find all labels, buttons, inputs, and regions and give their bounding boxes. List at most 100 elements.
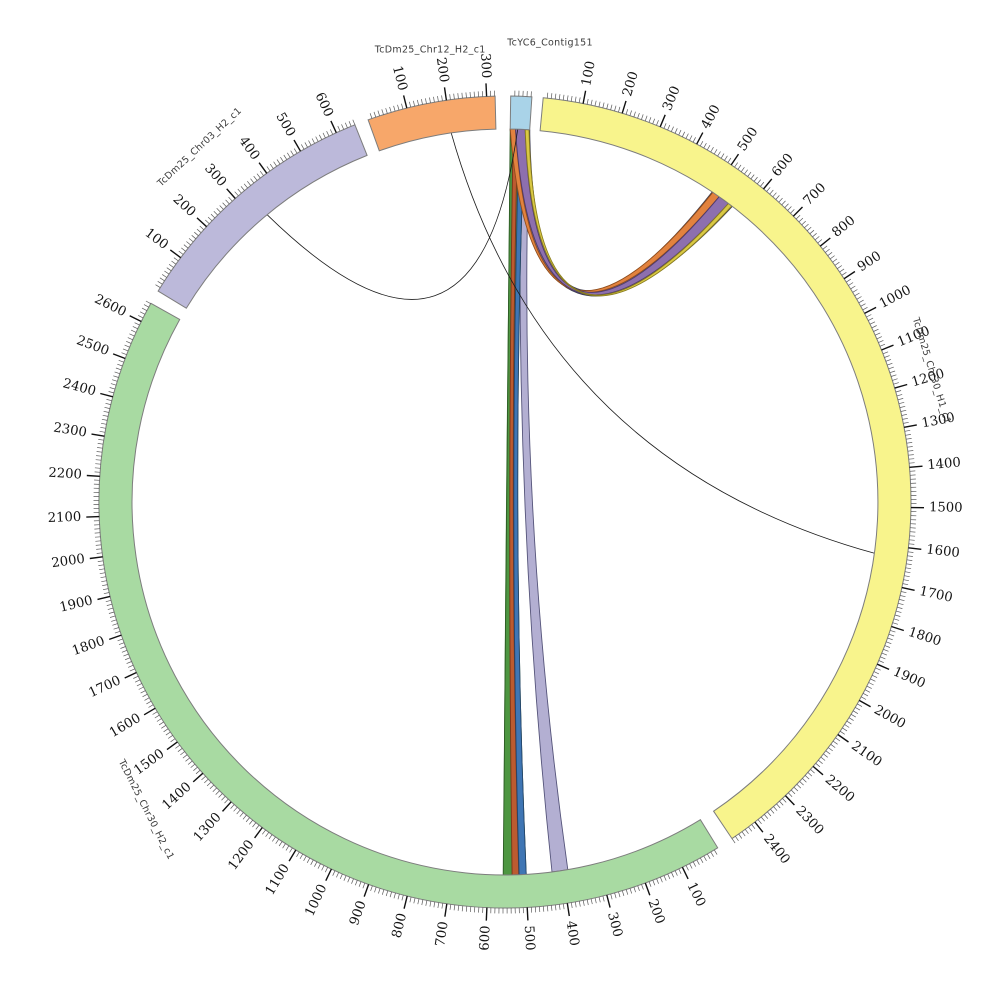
tick-label: 1000	[303, 882, 331, 919]
minor-tick	[317, 863, 321, 869]
tick-label: 900	[855, 249, 884, 275]
minor-tick	[429, 901, 432, 907]
minor-tick	[389, 106, 392, 113]
minor-tick	[139, 311, 146, 315]
minor-tick	[898, 401, 905, 405]
minor-tick	[106, 399, 112, 402]
minor-tick	[465, 92, 467, 98]
minor-tick	[641, 884, 644, 890]
minor-tick	[908, 454, 914, 456]
minor-tick	[908, 543, 915, 545]
minor-tick	[117, 638, 123, 642]
minor-tick	[903, 579, 909, 582]
major-tick	[86, 515, 100, 518]
minor-tick	[882, 351, 889, 355]
minor-tick	[706, 853, 711, 859]
minor-tick	[667, 873, 671, 880]
tick-label: 1500	[131, 746, 167, 778]
minor-tick	[884, 645, 891, 648]
minor-tick	[224, 798, 229, 804]
minor-tick	[441, 903, 444, 909]
minor-tick	[898, 602, 904, 606]
minor-tick	[449, 904, 452, 910]
minor-tick	[879, 343, 886, 347]
minor-tick	[409, 101, 412, 108]
tick-label: 1000	[877, 283, 914, 312]
tick-label: 2500	[74, 333, 111, 359]
minor-tick	[221, 796, 226, 801]
minor-tick	[703, 143, 707, 149]
minor-tick	[618, 891, 621, 898]
minor-tick	[191, 235, 197, 240]
links-layer	[266, 129, 875, 554]
minor-tick	[326, 131, 330, 137]
minor-tick	[850, 713, 856, 718]
minor-tick	[775, 195, 780, 200]
minor-tick	[907, 551, 914, 553]
minor-tick	[269, 163, 274, 169]
minor-tick	[348, 121, 352, 127]
minor-tick	[648, 881, 652, 887]
minor-tick	[354, 880, 358, 886]
minor-tick	[578, 97, 581, 103]
minor-tick	[692, 861, 697, 867]
minor-tick	[637, 885, 640, 892]
minor-tick	[710, 147, 714, 153]
minor-tick	[893, 382, 899, 385]
tick-label: 1500	[929, 500, 963, 515]
tick-label: 2400	[760, 832, 792, 868]
minor-tick	[99, 568, 105, 571]
major-tick	[881, 344, 894, 351]
minor-tick	[115, 367, 122, 371]
tick-label: 1600	[925, 542, 960, 561]
minor-tick	[381, 889, 385, 895]
minor-tick	[610, 104, 613, 111]
minor-tick	[167, 735, 173, 739]
minor-tick	[790, 789, 796, 795]
minor-tick	[799, 781, 804, 786]
major-tick	[864, 306, 877, 315]
major-tick	[402, 95, 408, 109]
minor-tick	[358, 881, 362, 887]
minor-tick	[892, 378, 898, 381]
tick-label: 300	[660, 84, 683, 113]
minor-tick	[855, 707, 861, 711]
minor-tick	[713, 149, 718, 155]
minor-tick	[370, 885, 373, 892]
minor-tick	[837, 265, 843, 269]
minor-tick	[469, 91, 471, 98]
minor-tick	[425, 98, 427, 104]
minor-tick	[141, 307, 148, 312]
minor-tick	[285, 845, 290, 851]
major-tick	[606, 894, 611, 908]
minor-tick	[787, 206, 792, 211]
minor-tick	[883, 648, 889, 652]
minor-tick	[892, 622, 899, 625]
minor-tick	[212, 787, 217, 792]
minor-tick	[823, 753, 828, 758]
tick-label: 2000	[51, 552, 86, 571]
tick-label: 500	[272, 110, 298, 139]
minor-tick	[629, 110, 632, 116]
minor-tick	[308, 140, 312, 146]
minor-tick	[121, 352, 127, 356]
minor-tick	[685, 133, 689, 139]
minor-tick	[562, 94, 565, 101]
minor-tick	[804, 223, 809, 229]
minor-tick	[114, 630, 121, 634]
minor-tick	[461, 92, 463, 99]
minor-tick	[287, 152, 291, 158]
major-tick	[819, 237, 831, 247]
minor-tick	[102, 414, 109, 417]
minor-tick	[215, 790, 220, 795]
minor-tick	[280, 157, 284, 162]
minor-tick	[652, 118, 656, 124]
minor-tick	[117, 363, 123, 367]
minor-tick	[764, 814, 769, 819]
minor-tick	[868, 682, 874, 686]
minor-tick	[243, 183, 248, 189]
minor-tick	[667, 124, 671, 131]
tick-label: 800	[390, 912, 411, 940]
minor-tick	[909, 539, 915, 541]
tick-label: 1700	[87, 673, 124, 701]
